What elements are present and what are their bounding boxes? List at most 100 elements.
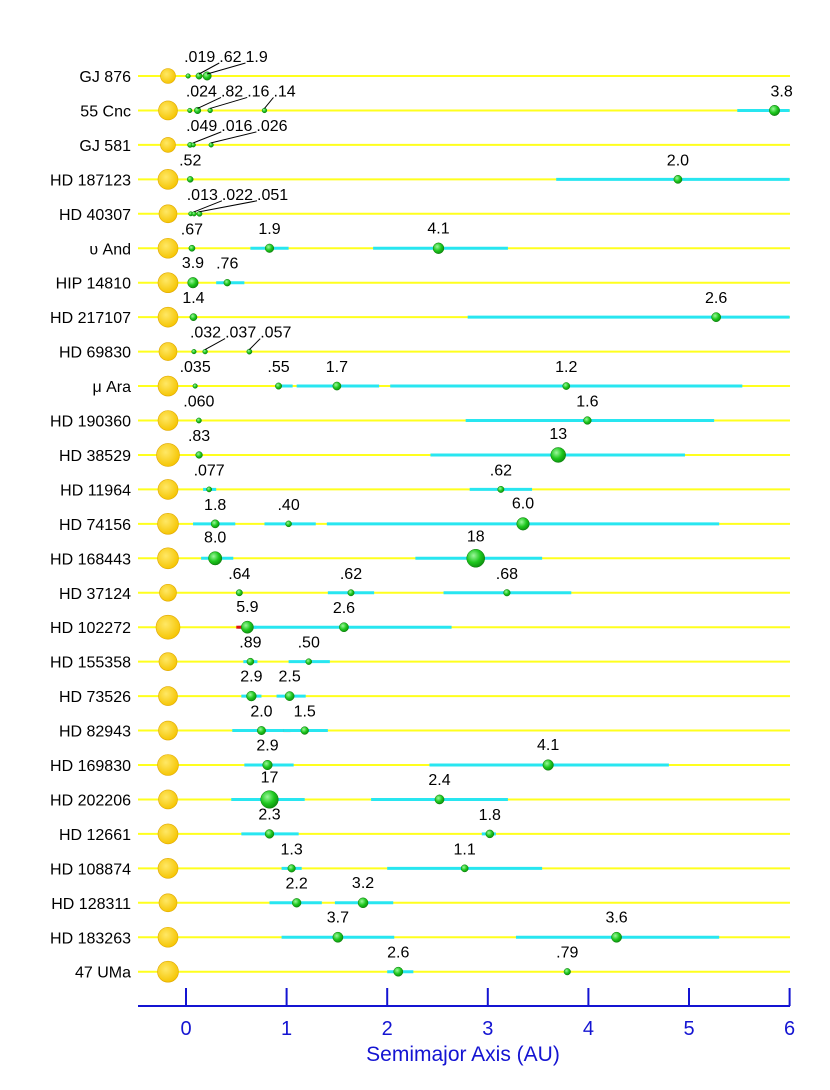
system-20-name: HD 169830 xyxy=(50,758,131,775)
system-10-planet-0 xyxy=(196,417,202,424)
system-17-name: HD 155358 xyxy=(50,655,131,672)
system-12-name: HD 11964 xyxy=(60,482,131,499)
system-1-name: 55 Cnc xyxy=(80,103,131,120)
system-26-name: 47 UMa xyxy=(75,965,131,982)
system-8-planet-0-mass-label: .032 xyxy=(190,325,221,342)
system-5-name: υ And xyxy=(89,241,131,258)
system-name-labels: GJ 876 55 Cnc GJ 581 HD 187123 HD 40307 υ And… xyxy=(50,69,131,982)
system-12-planet-0 xyxy=(206,486,212,493)
system-26-planet-0 xyxy=(393,966,404,977)
system-17-planet-0 xyxy=(246,657,255,666)
system-12-planet-1-mass-label: .62 xyxy=(490,462,512,479)
system-16-planet-0-mass-label: 5.9 xyxy=(236,599,258,616)
system-13-planet-1 xyxy=(285,520,292,528)
system-9-planet-1 xyxy=(275,382,283,390)
system-4-planet-0-mass-label: .013 xyxy=(187,187,218,204)
system-8-planet-1-mass-label: .037 xyxy=(225,325,256,342)
system-7-planet-0-mass-label: 1.4 xyxy=(182,290,204,307)
system-19-planet-0 xyxy=(257,726,266,735)
system-0-planet-2-leader xyxy=(206,62,246,75)
system-16-planet-1-mass-label: 2.6 xyxy=(333,600,355,617)
system-1-planet-1-leader xyxy=(197,96,222,109)
system-25-planet-1-mass-label: 3.6 xyxy=(605,910,627,927)
system-19-planet-1 xyxy=(300,726,309,735)
system-2-star xyxy=(160,137,176,153)
system-8-planet-0 xyxy=(191,349,197,355)
system-2-planet-2-leader xyxy=(211,131,257,144)
system-26-planet-1 xyxy=(563,968,571,976)
system-22-planet-1 xyxy=(485,829,495,839)
system-9-planet-0-mass-label: .035 xyxy=(180,359,211,376)
system-1-planet-0 xyxy=(187,107,193,113)
system-26-planet-0-mass-label: 2.6 xyxy=(387,944,409,961)
system-0-planet-1 xyxy=(195,72,203,80)
system-25-star xyxy=(157,926,179,948)
system-1-star xyxy=(158,100,178,121)
system-2-planet-2-mass-label: .026 xyxy=(256,118,287,135)
system-2-planet-0-mass-label: .049 xyxy=(186,118,217,135)
x-axis: Semimajor Axis (AU) 0 1 2 3 4 5 6 xyxy=(138,988,795,1066)
x-tick-label-6: 6 xyxy=(784,1018,795,1040)
system-19-planet-1-mass-label: 1.5 xyxy=(294,704,316,721)
system-11-planet-0 xyxy=(195,451,203,459)
system-24-planet-0 xyxy=(292,898,302,908)
system-9-name: μ Ara xyxy=(92,379,131,396)
system-18-planet-0 xyxy=(246,690,257,702)
system-6-planet-0 xyxy=(187,277,199,289)
system-6-name: HIP 14810 xyxy=(56,276,131,293)
system-8-planet-1-leader xyxy=(204,338,226,351)
system-4-planet-2-leader xyxy=(199,200,258,213)
system-11-planet-0-mass-label: .83 xyxy=(188,428,210,445)
system-9-planet-3 xyxy=(562,382,571,390)
x-tick-label-3: 3 xyxy=(482,1018,493,1040)
system-1-planet-3-mass-label: .14 xyxy=(273,83,295,100)
system-3-star xyxy=(157,169,179,190)
system-25-planet-1 xyxy=(611,931,622,943)
system-8-name: HD 69830 xyxy=(59,345,131,362)
system-13-name: HD 74156 xyxy=(59,517,131,534)
system-8-star xyxy=(158,342,178,361)
system-22-planet-1-mass-label: 1.8 xyxy=(479,807,501,824)
system-17-planet-1 xyxy=(305,658,312,665)
system-4-name: HD 40307 xyxy=(59,207,131,224)
system-22-planet-0 xyxy=(264,829,275,839)
system-24-planet-1 xyxy=(357,897,369,909)
system-24-planet-0-mass-label: 2.2 xyxy=(286,876,308,893)
system-7-planet-1-mass-label: 2.6 xyxy=(705,290,727,307)
system-11-name: HD 38529 xyxy=(59,448,131,465)
system-9-planet-2-mass-label: 1.7 xyxy=(326,359,348,376)
system-1-planet-4 xyxy=(769,105,780,116)
system-18-planet-1 xyxy=(284,691,295,701)
system-4-planet-2-mass-label: .051 xyxy=(257,187,288,204)
system-21-name: HD 202206 xyxy=(50,792,131,809)
system-17-planet-0-mass-label: .89 xyxy=(239,635,261,652)
system-19-planet-0-mass-label: 2.0 xyxy=(250,703,272,720)
system-14-planet-1-mass-label: 18 xyxy=(467,528,485,545)
system-25-planet-0 xyxy=(332,931,344,943)
system-14-planet-0-mass-label: 8.0 xyxy=(204,530,226,547)
system-5-planet-2 xyxy=(432,242,445,254)
system-3-planet-0 xyxy=(186,176,194,183)
system-14-star xyxy=(157,547,179,570)
system-13-planet-0 xyxy=(210,519,220,529)
system-2-name: GJ 581 xyxy=(79,138,131,155)
system-7-star xyxy=(157,306,179,328)
system-16-star xyxy=(155,614,181,640)
system-1-planet-1-mass-label: .82 xyxy=(221,83,243,100)
system-14-planet-1 xyxy=(466,549,485,568)
system-rows xyxy=(138,75,790,974)
system-8-planet-1 xyxy=(202,348,208,355)
system-5-planet-2-mass-label: 4.1 xyxy=(427,220,449,237)
system-22-planet-0-mass-label: 2.3 xyxy=(258,807,280,824)
system-24-name: HD 128311 xyxy=(51,896,131,913)
system-2-planet-2 xyxy=(208,142,214,148)
system-9-planet-3-mass-label: 1.2 xyxy=(555,359,577,376)
system-2-planet-1-leader xyxy=(193,131,222,144)
system-1-planet-3-leader xyxy=(264,97,274,109)
system-13-planet-2-mass-label: 6.0 xyxy=(512,495,534,512)
system-20-planet-1-mass-label: 4.1 xyxy=(537,737,559,754)
system-12-planet-1 xyxy=(497,485,505,493)
system-1-planet-2-leader xyxy=(210,96,248,109)
x-tick-label-0: 0 xyxy=(180,1018,191,1040)
